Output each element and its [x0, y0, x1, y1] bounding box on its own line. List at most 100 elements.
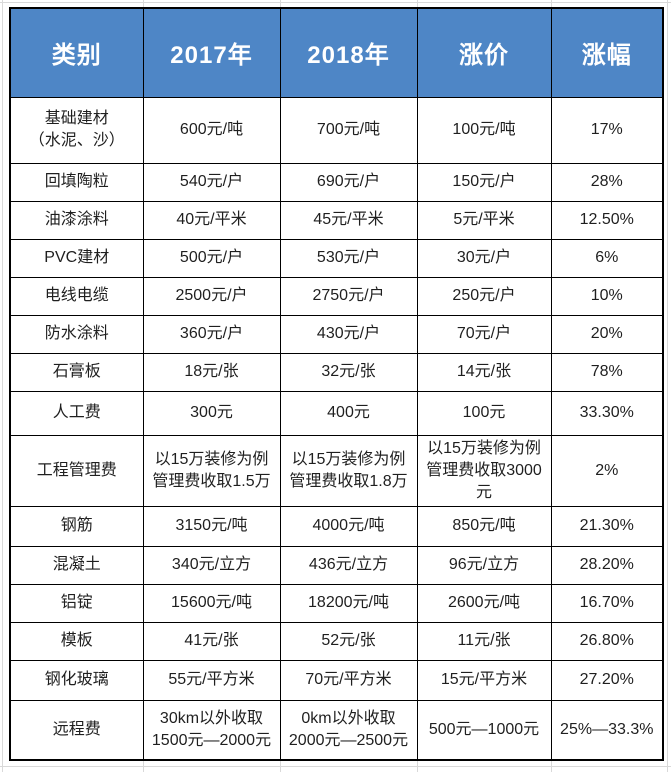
cell-2018: 690元/户 [279, 162, 418, 202]
cell-2018: 700元/吨 [279, 96, 418, 164]
table-row: 人工费 300元 400元 100元 33.30% [9, 390, 664, 436]
col-header-2018: 2018年 [279, 7, 418, 98]
table-row: 电线电缆 2500元/户 2750元/户 250元/户 10% [9, 276, 664, 316]
cell-category: 混凝土 [9, 545, 144, 585]
cell-2017: 18元/张 [142, 352, 281, 392]
cell-category: PVC建材 [9, 238, 144, 278]
cell-2018: 430元/户 [279, 314, 418, 354]
cell-category: 油漆涂料 [9, 200, 144, 240]
cell-category: 电线电缆 [9, 276, 144, 316]
table-row: 远程费 30km以外收取 1500元—2000元 0km以外收取 2000元—2… [9, 699, 664, 761]
table-row: PVC建材 500元/户 530元/户 30元/户 6% [9, 238, 664, 278]
cell-rate: 27.20% [550, 659, 664, 701]
col-header-rate: 涨幅 [550, 7, 664, 98]
cell-2017: 2500元/户 [142, 276, 281, 316]
table-row: 铝锭 15600元/吨 18200元/吨 2600元/吨 16.70% [9, 583, 664, 623]
cell-2017: 500元/户 [142, 238, 281, 278]
cell-increase: 15元/平方米 [416, 659, 552, 701]
cell-category: 防水涂料 [9, 314, 144, 354]
cell-2017: 340元/立方 [142, 545, 281, 585]
table-row: 钢筋 3150元/吨 4000元/吨 850元/吨 21.30% [9, 505, 664, 547]
cell-increase: 250元/户 [416, 276, 552, 316]
cell-rate: 20% [550, 314, 664, 354]
cell-increase: 30元/户 [416, 238, 552, 278]
cell-2018: 0km以外收取 2000元—2500元 [279, 699, 418, 761]
cell-2018: 2750元/户 [279, 276, 418, 316]
cell-increase: 500元—1000元 [416, 699, 552, 761]
cell-2018: 436元/立方 [279, 545, 418, 585]
cell-increase: 以15万装修为例 管理费收取3000元 [416, 434, 552, 507]
cell-2018: 70元/平方米 [279, 659, 418, 701]
cell-rate: 16.70% [550, 583, 664, 623]
cell-increase: 2600元/吨 [416, 583, 552, 623]
cell-increase: 70元/户 [416, 314, 552, 354]
cell-2017: 41元/张 [142, 621, 281, 661]
cell-2018: 400元 [279, 390, 418, 436]
cell-2017: 40元/平米 [142, 200, 281, 240]
cell-category: 人工费 [9, 390, 144, 436]
cell-2017: 30km以外收取 1500元—2000元 [142, 699, 281, 761]
cell-category: 基础建材 （水泥、沙） [9, 96, 144, 164]
cell-2018: 52元/张 [279, 621, 418, 661]
cell-2018: 4000元/吨 [279, 505, 418, 547]
cell-2017: 600元/吨 [142, 96, 281, 164]
sheet-gridline [0, 2, 671, 3]
cell-2018: 32元/张 [279, 352, 418, 392]
cell-category: 石膏板 [9, 352, 144, 392]
table-row: 基础建材 （水泥、沙） 600元/吨 700元/吨 100元/吨 17% [9, 96, 664, 164]
cell-category: 回填陶粒 [9, 162, 144, 202]
table-row: 混凝土 340元/立方 436元/立方 96元/立方 28.20% [9, 545, 664, 585]
col-header-increase: 涨价 [416, 7, 552, 98]
cell-increase: 150元/户 [416, 162, 552, 202]
sheet-gridline [0, 766, 671, 767]
cell-rate: 21.30% [550, 505, 664, 547]
table-row: 油漆涂料 40元/平米 45元/平米 5元/平米 12.50% [9, 200, 664, 240]
cell-2017: 3150元/吨 [142, 505, 281, 547]
cell-2017: 360元/户 [142, 314, 281, 354]
cell-increase: 96元/立方 [416, 545, 552, 585]
cell-rate: 17% [550, 96, 664, 164]
cell-rate: 28.20% [550, 545, 664, 585]
cell-2018: 以15万装修为例 管理费收取1.8万 [279, 434, 418, 507]
header-row: 类别 2017年 2018年 涨价 涨幅 [9, 7, 664, 98]
sheet-gridline [667, 0, 668, 772]
cell-increase: 100元 [416, 390, 552, 436]
table-row: 钢化玻璃 55元/平方米 70元/平方米 15元/平方米 27.20% [9, 659, 664, 701]
cell-2017: 300元 [142, 390, 281, 436]
table-row: 工程管理费 以15万装修为例 管理费收取1.5万 以15万装修为例 管理费收取1… [9, 434, 664, 507]
cell-increase: 11元/张 [416, 621, 552, 661]
cell-2017: 540元/户 [142, 162, 281, 202]
col-header-2017: 2017年 [142, 7, 281, 98]
col-header-category: 类别 [9, 7, 144, 98]
cell-rate: 25%—33.3% [550, 699, 664, 761]
cell-rate: 12.50% [550, 200, 664, 240]
cell-rate: 2% [550, 434, 664, 507]
cell-category: 模板 [9, 621, 144, 661]
cell-increase: 100元/吨 [416, 96, 552, 164]
cell-increase: 5元/平米 [416, 200, 552, 240]
table-row: 模板 41元/张 52元/张 11元/张 26.80% [9, 621, 664, 661]
price-comparison-table: 类别 2017年 2018年 涨价 涨幅 基础建材 （水泥、沙） 600元/吨 … [9, 7, 664, 761]
sheet-gridline [2, 0, 3, 772]
cell-increase: 850元/吨 [416, 505, 552, 547]
cell-2018: 18200元/吨 [279, 583, 418, 623]
table-row: 防水涂料 360元/户 430元/户 70元/户 20% [9, 314, 664, 354]
cell-increase: 14元/张 [416, 352, 552, 392]
cell-2017: 55元/平方米 [142, 659, 281, 701]
cell-rate: 28% [550, 162, 664, 202]
table-row: 石膏板 18元/张 32元/张 14元/张 78% [9, 352, 664, 392]
cell-rate: 78% [550, 352, 664, 392]
cell-category: 钢化玻璃 [9, 659, 144, 701]
cell-category: 钢筋 [9, 505, 144, 547]
cell-category: 工程管理费 [9, 434, 144, 507]
cell-rate: 26.80% [550, 621, 664, 661]
cell-rate: 10% [550, 276, 664, 316]
cell-rate: 33.30% [550, 390, 664, 436]
table-row: 回填陶粒 540元/户 690元/户 150元/户 28% [9, 162, 664, 202]
cell-2018: 45元/平米 [279, 200, 418, 240]
cell-2017: 15600元/吨 [142, 583, 281, 623]
cell-category: 远程费 [9, 699, 144, 761]
cell-category: 铝锭 [9, 583, 144, 623]
cell-2017: 以15万装修为例 管理费收取1.5万 [142, 434, 281, 507]
